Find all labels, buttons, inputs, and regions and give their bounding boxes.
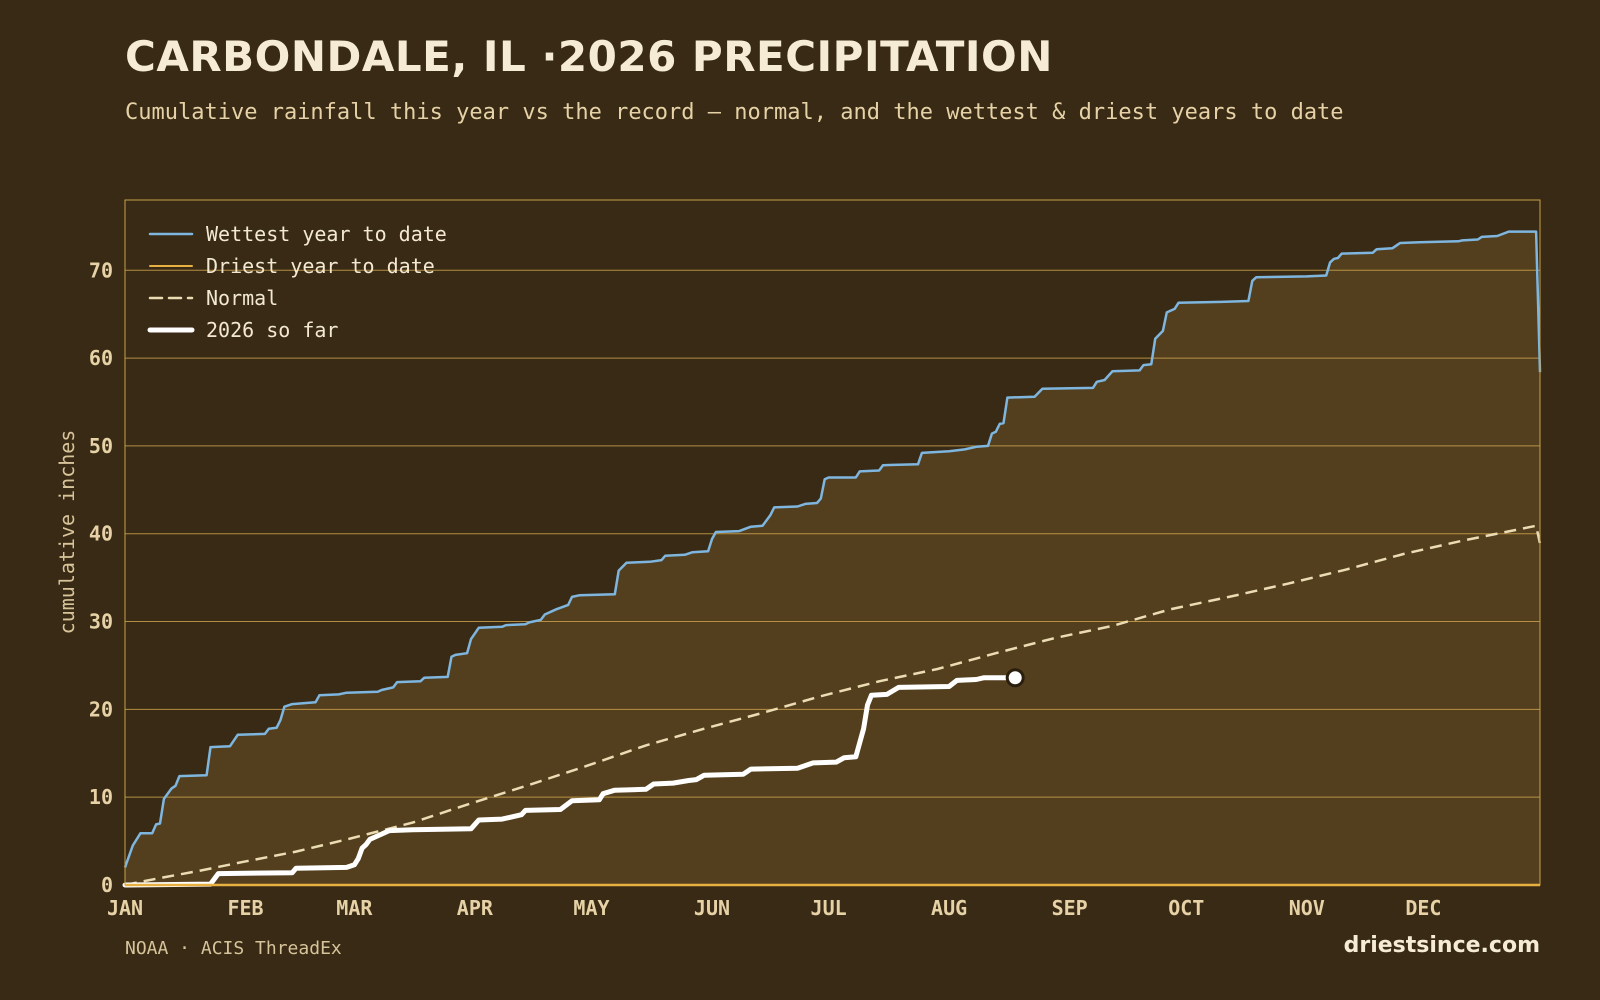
y-tick-labels: 0 10 20 30 40 50 60 70	[89, 258, 113, 897]
y-tick-60: 60	[89, 346, 113, 370]
x-tick-apr: APR	[457, 896, 494, 920]
series-normal-line	[124, 524, 1542, 887]
gridlines	[125, 269, 1540, 798]
x-tick-nov: NOV	[1289, 896, 1325, 920]
x-tick-aug: AUG	[931, 896, 967, 920]
y-tick-0: 0	[101, 873, 113, 897]
legend-label-normal: Normal	[206, 286, 278, 310]
legend-label-driest-year-to-date: Driest year to date	[206, 254, 435, 278]
x-tick-dec: DEC	[1405, 896, 1441, 920]
x-tick-feb: FEB	[227, 896, 263, 920]
legend: Wettest year to date Driest year to date N…	[147, 222, 447, 342]
y-tick-40: 40	[89, 522, 113, 546]
series-wettest-line	[123, 230, 1542, 868]
y-tick-70: 70	[89, 258, 113, 282]
x-tick-may: MAY	[573, 896, 609, 920]
legend-label-2026-so-far: 2026 so far	[206, 318, 338, 342]
current-year-latest-marker[interactable]	[1005, 668, 1025, 688]
x-tick-labels: JAN FEB MAR APR MAY JUN JUL AUG SEP OCT NOV DEC	[107, 896, 1442, 920]
legend-label-wettest-year-to-date: Wettest year to date	[206, 222, 447, 246]
x-tick-jan: JAN	[107, 896, 143, 920]
plot-frame	[124, 199, 1541, 887]
page-subtitle: Cumulative rainfall this year vs the rec…	[125, 100, 1344, 125]
x-tick-mar: MAR	[336, 896, 373, 920]
y-tick-10: 10	[89, 785, 113, 809]
y-axis-label: cumulative inches	[55, 430, 79, 635]
x-tick-sep: SEP	[1052, 896, 1088, 920]
x-tick-jun: JUN	[694, 896, 730, 920]
record-range-band	[125, 231, 1540, 886]
record-band-layer	[125, 231, 1540, 886]
y-tick-50: 50	[89, 434, 113, 458]
site-brand[interactable]: driestsince.com	[1343, 933, 1540, 958]
x-tick-jul: JUL	[811, 896, 847, 920]
y-tick-30: 30	[89, 610, 113, 634]
series-current-year-line	[122, 675, 1018, 888]
source-credit: NOAA · ACIS ThreadEx	[125, 938, 342, 959]
page-title: CARBONDALE, IL ·2026 PRECIPITATION	[125, 32, 1053, 81]
x-tick-oct: OCT	[1168, 896, 1204, 920]
y-tick-20: 20	[89, 697, 113, 721]
